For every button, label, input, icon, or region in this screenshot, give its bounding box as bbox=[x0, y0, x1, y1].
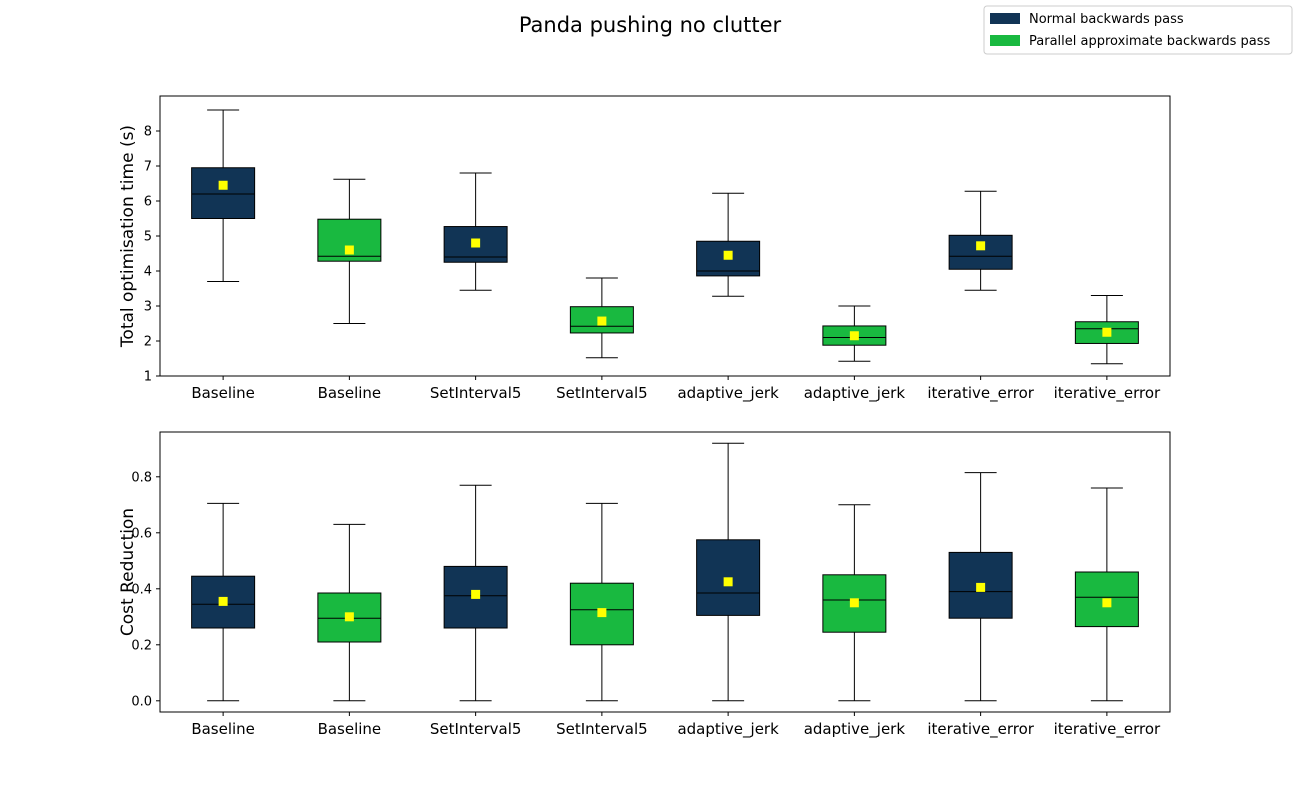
iqr-box bbox=[191, 167, 256, 219]
legend-frame bbox=[983, 5, 1293, 55]
legend-label-parallel: Parallel approximate backwards pass bbox=[1029, 34, 1271, 49]
cost-category-label: adaptive_jerk bbox=[677, 720, 779, 739]
mean-marker bbox=[344, 612, 354, 622]
mean-marker bbox=[218, 180, 228, 190]
cost-box-4 bbox=[696, 442, 761, 702]
mean-marker bbox=[597, 608, 607, 618]
time-ytick-label: 2 bbox=[144, 335, 152, 350]
cost-ytick-label: 0.4 bbox=[131, 582, 152, 597]
time-category-label: adaptive_jerk bbox=[804, 384, 906, 403]
cost-box-6 bbox=[948, 472, 1013, 702]
cost-box-3 bbox=[569, 502, 634, 702]
cost-ylabel: Cost Reduction bbox=[118, 508, 138, 636]
time-category-label: iterative_error bbox=[927, 384, 1034, 403]
mean-marker bbox=[723, 577, 733, 587]
time-ylabel: Total optimisation time (s) bbox=[118, 125, 138, 348]
cost-category-label: iterative_error bbox=[927, 720, 1034, 739]
iqr-box bbox=[948, 234, 1013, 270]
time-axes-frame bbox=[159, 95, 1171, 377]
figure-title: Panda pushing no clutter bbox=[519, 13, 782, 37]
mean-marker bbox=[849, 598, 859, 608]
mean-marker bbox=[471, 238, 481, 248]
cost-ytick-label: 0.6 bbox=[131, 526, 152, 541]
time-category-label: Baseline bbox=[318, 384, 382, 402]
optimisation-time-boxplot: 1 2 3 4 5 6 7 8 Total optimisation time (s) Basel… bbox=[118, 95, 1171, 403]
time-box-2 bbox=[443, 172, 508, 291]
time-ytick-label: 4 bbox=[144, 265, 152, 280]
time-ytick-label: 3 bbox=[144, 300, 152, 315]
time-ytick-label: 6 bbox=[144, 195, 152, 210]
mean-marker bbox=[344, 245, 354, 255]
time-category-label: SetInterval5 bbox=[430, 384, 522, 402]
time-ytick-label: 5 bbox=[144, 230, 152, 245]
cost-box-5 bbox=[822, 504, 887, 702]
legend-swatch-parallel bbox=[990, 35, 1020, 46]
mean-marker bbox=[976, 241, 986, 251]
time-category-label: SetInterval5 bbox=[556, 384, 648, 402]
cost-ytick-label: 0.2 bbox=[131, 638, 152, 653]
cost-category-label: Baseline bbox=[318, 720, 382, 738]
cost-ytick-label: 0.0 bbox=[131, 694, 152, 709]
cost-category-label: SetInterval5 bbox=[430, 720, 522, 738]
time-ytick-label: 1 bbox=[144, 370, 152, 385]
iqr-box bbox=[317, 218, 382, 262]
mean-marker bbox=[597, 316, 607, 326]
legend: Normal backwards pass Parallel approxima… bbox=[983, 5, 1293, 55]
cost-reduction-boxplot: 0.0 0.2 0.4 0.6 0.8 Cost Reduction Baseline Bas… bbox=[118, 431, 1171, 739]
cost-box-2 bbox=[443, 484, 508, 702]
time-category-label: adaptive_jerk bbox=[677, 384, 779, 403]
cost-category-label: Baseline bbox=[191, 720, 255, 738]
cost-axes-frame bbox=[159, 431, 1171, 713]
legend-swatch-normal bbox=[990, 13, 1020, 24]
mean-marker bbox=[1102, 598, 1112, 608]
cost-category-label: SetInterval5 bbox=[556, 720, 648, 738]
cost-category-label: iterative_error bbox=[1054, 720, 1161, 739]
cost-box-0 bbox=[191, 502, 256, 702]
mean-marker bbox=[849, 331, 859, 341]
cost-box-1 bbox=[317, 523, 382, 702]
mean-marker bbox=[471, 589, 481, 599]
mean-marker bbox=[723, 250, 733, 260]
time-box-7 bbox=[1074, 295, 1139, 365]
time-ytick-label: 7 bbox=[144, 160, 152, 175]
time-category-label: iterative_error bbox=[1054, 384, 1161, 403]
cost-category-label: adaptive_jerk bbox=[804, 720, 906, 739]
time-category-label: Baseline bbox=[191, 384, 255, 402]
legend-label-normal: Normal backwards pass bbox=[1029, 12, 1184, 27]
mean-marker bbox=[218, 596, 228, 606]
mean-marker bbox=[1102, 327, 1112, 337]
mean-marker bbox=[976, 582, 986, 592]
cost-box-7 bbox=[1074, 487, 1139, 702]
time-box-3 bbox=[569, 277, 634, 359]
time-box-5 bbox=[822, 305, 887, 362]
time-box-6 bbox=[948, 190, 1013, 291]
time-box-1 bbox=[317, 178, 382, 324]
time-ytick-label: 8 bbox=[144, 125, 152, 140]
cost-ytick-label: 0.8 bbox=[131, 470, 152, 485]
time-box-0 bbox=[191, 109, 256, 282]
time-box-4 bbox=[696, 192, 761, 297]
